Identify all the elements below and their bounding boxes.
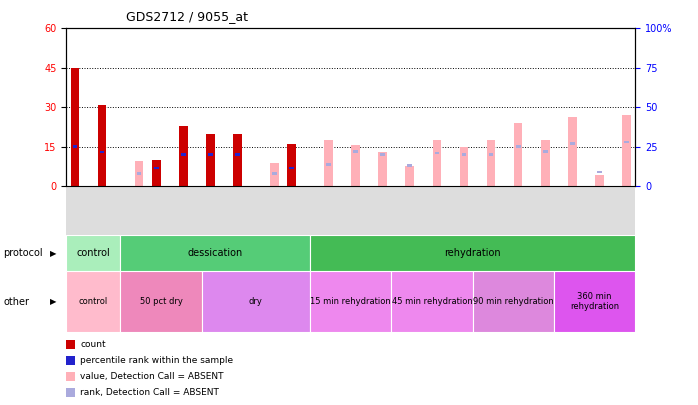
Bar <box>100 151 105 153</box>
Bar <box>326 163 331 166</box>
Bar <box>597 171 602 173</box>
Bar <box>433 141 441 186</box>
Bar <box>181 153 186 156</box>
Text: 15 min rehydration: 15 min rehydration <box>311 297 391 306</box>
Bar <box>434 152 439 154</box>
Bar <box>516 145 521 148</box>
Bar <box>66 271 121 332</box>
Bar <box>70 68 80 186</box>
Text: dessication: dessication <box>188 248 243 258</box>
Bar <box>137 173 141 175</box>
Text: dry: dry <box>249 297 263 306</box>
Bar <box>270 162 279 186</box>
Bar <box>121 271 202 332</box>
Text: value, Detection Call = ABSENT: value, Detection Call = ABSENT <box>80 372 224 381</box>
Bar <box>392 271 473 332</box>
Bar <box>622 115 631 186</box>
Bar <box>406 166 414 186</box>
Text: rehydration: rehydration <box>445 248 501 258</box>
Bar <box>233 134 242 186</box>
Bar <box>408 164 413 167</box>
Bar <box>543 150 548 153</box>
Text: percentile rank within the sample: percentile rank within the sample <box>80 356 233 365</box>
Text: control: control <box>77 248 110 258</box>
Text: 45 min rehydration: 45 min rehydration <box>392 297 473 306</box>
Bar <box>206 134 215 186</box>
Bar <box>595 175 604 186</box>
Text: 90 min rehydration: 90 min rehydration <box>473 297 554 306</box>
Bar <box>154 166 158 169</box>
Bar <box>310 235 635 271</box>
Bar <box>289 166 294 169</box>
Bar <box>288 144 296 186</box>
Bar <box>461 153 466 156</box>
Bar <box>98 104 106 186</box>
Bar <box>568 117 577 186</box>
Bar <box>380 153 385 156</box>
Bar <box>179 126 188 186</box>
Bar <box>487 141 496 186</box>
Text: 360 min
rehydration: 360 min rehydration <box>570 292 619 311</box>
Text: other: other <box>3 297 29 307</box>
Bar <box>351 145 360 186</box>
Bar <box>202 271 310 332</box>
Bar <box>353 150 358 153</box>
Bar <box>235 153 240 156</box>
Bar <box>514 123 523 186</box>
Text: ▶: ▶ <box>50 249 57 258</box>
Bar <box>489 153 493 156</box>
Text: rank, Detection Call = ABSENT: rank, Detection Call = ABSENT <box>80 388 219 397</box>
Bar <box>310 271 392 332</box>
Bar <box>272 173 276 175</box>
Bar <box>66 235 121 271</box>
Bar <box>570 142 574 145</box>
Text: protocol: protocol <box>3 248 43 258</box>
Text: ▶: ▶ <box>50 297 57 306</box>
Bar <box>208 153 213 156</box>
Bar <box>135 161 143 186</box>
Bar <box>460 147 468 186</box>
Bar <box>121 235 310 271</box>
Bar <box>541 141 549 186</box>
Bar <box>152 160 161 186</box>
Text: GDS2712 / 9055_at: GDS2712 / 9055_at <box>126 10 248 23</box>
Bar <box>624 141 629 143</box>
Bar <box>473 271 554 332</box>
Bar <box>554 271 635 332</box>
Text: count: count <box>80 340 106 349</box>
Text: 50 pct dry: 50 pct dry <box>140 297 183 306</box>
Bar <box>73 145 77 148</box>
Bar <box>324 141 333 186</box>
Bar <box>378 151 387 186</box>
Text: control: control <box>79 297 108 306</box>
